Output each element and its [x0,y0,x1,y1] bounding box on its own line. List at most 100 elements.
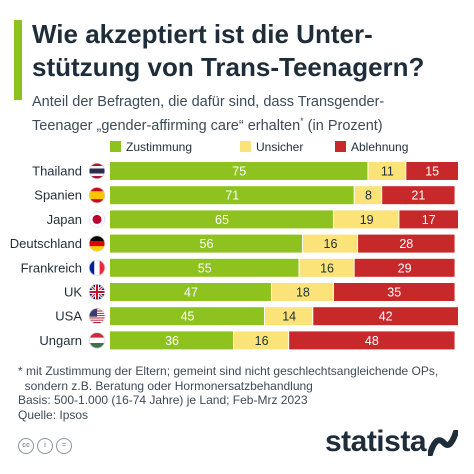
data-label-ablehnung: 28 [399,237,413,251]
data-label-ablehnung: 29 [398,261,412,275]
creative-commons-icon: cc [18,438,34,454]
data-label-zustimmung: 75 [232,165,246,179]
legend-item-ablehnung: Ablehnung [335,140,408,154]
legend-label-ablehnung: Ablehnung [351,140,409,154]
data-label-unsicher: 16 [320,261,334,275]
chart-title: Wie akzeptiert ist die Unter- stützung v… [32,18,462,84]
data-label-unsicher: 14 [282,310,296,324]
france-flag-ring [89,259,105,276]
bar-ablehnung [354,258,455,277]
bar-zustimmung [110,307,265,326]
statista-logo: statista [324,425,427,459]
category-label: Deutschland [10,236,82,251]
germany-flag [89,235,105,252]
legend-item-zustimmung: Zustimmung [110,140,192,154]
usa-flag-ring [89,308,105,325]
footnote-line-3: Basis: 500-1.000 (16-74 Jahre) je Land; … [18,393,308,407]
thailand-flag [89,163,105,179]
bar-zustimmung [110,258,299,277]
bar-ablehnung [399,210,458,229]
data-label-zustimmung: 71 [225,189,239,203]
title-line-1: Wie akzeptiert ist die Unter- [32,19,373,49]
bar-ablehnung [406,162,458,180]
data-label-ablehnung: 17 [422,213,436,227]
footnote-line-1: * mit Zustimmung der Eltern; gemeint sin… [18,364,439,378]
data-label-ablehnung: 48 [365,334,379,348]
category-label: Japan [47,212,82,227]
legend-swatch-ablehnung [335,141,346,152]
subtitle-line-2b: (in Prozent) [303,117,383,134]
bar-zustimmung [110,331,234,350]
bar-zustimmung [110,234,302,253]
bar-ablehnung [333,283,455,301]
data-label-zustimmung: 47 [184,286,198,300]
bar-unsicher [302,234,358,253]
bar-unsicher [271,283,333,301]
data-label-unsicher: 19 [360,213,374,227]
legend-label-zustimmung: Zustimmung [126,140,193,154]
legend-item-unsicher: Unsicher [240,140,303,154]
data-label-zustimmung: 55 [198,261,212,275]
subtitle-footnote-mark: * [300,116,304,126]
data-label-unsicher: 8 [365,189,372,203]
stacked-bar-chart: Thailand 75 11 15 Spanien 71 8 21 Japan 65 19 17 Deu… [10,162,458,350]
data-label-zustimmung: 65 [215,213,229,227]
category-label: USA [55,309,82,324]
spain-flag-ring [89,187,105,204]
bar-zustimmung [110,210,333,229]
bar-ablehnung [358,234,455,253]
attribution-icon: i [37,438,53,454]
bar-unsicher [265,307,313,326]
data-label-ablehnung: 42 [379,310,393,324]
data-label-zustimmung: 45 [181,310,195,324]
legend-label-unsicher: Unsicher [256,140,304,154]
subtitle-line-2a: Teenager „gender-affirming care“ erhalte… [32,117,301,134]
license-icons: cc i = [18,434,75,454]
footnote: * mit Zustimmung der Eltern; gemeint sin… [18,364,463,422]
bar-ablehnung [313,307,458,326]
title-line-2: stützung von Trans-Teenagern? [32,52,425,82]
hungary-flag [89,332,105,349]
category-label: UK [64,285,82,300]
category-label: Ungarn [39,333,82,348]
legend-swatch-zustimmung [110,141,121,152]
data-label-unsicher: 16 [324,237,338,251]
data-label-zustimmung: 36 [165,334,179,348]
bar-unsicher [299,258,354,277]
data-label-unsicher: 16 [255,334,269,348]
chart-subtitle: Anteil der Befragten, die dafür sind, da… [32,93,462,136]
category-label: Frankreich [21,260,82,275]
bar-unsicher [354,186,382,205]
category-label: Thailand [32,164,82,179]
uk-flag-ring [89,284,105,300]
subtitle-line-1: Anteil der Befragten, die dafür sind, da… [32,94,385,110]
germany-flag-ring [89,235,105,252]
bar-zustimmung [110,162,368,180]
usa-flag [89,308,105,325]
no-derivatives-icon: = [56,438,72,454]
bar-unsicher [333,210,399,229]
bar-unsicher [368,162,406,180]
spain-flag [89,187,105,204]
japan-flag-ring [89,211,105,228]
data-label-ablehnung: 35 [387,286,401,300]
japan-flag [89,211,105,228]
statista-logo-icon [428,430,458,456]
data-label-unsicher: 11 [381,165,394,179]
brand-name: statista [324,425,427,458]
bar-zustimmung [110,186,354,205]
data-label-zustimmung: 56 [200,237,214,251]
bar-ablehnung [382,186,455,205]
footnote-line-4: Quelle: Ipsos [18,407,89,422]
legend-swatch-unsicher [240,141,251,152]
data-label-unsicher: 18 [296,286,310,300]
uk-flag [89,284,105,300]
data-label-ablehnung: 21 [411,189,425,203]
hungary-flag-ring [89,332,105,349]
subtitle-line-2: Teenager „gender-affirming care“ erhalte… [32,112,462,136]
thailand-flag-ring [89,163,105,179]
bar-unsicher [234,331,289,350]
bar-ablehnung [289,331,455,350]
footnote-line-2: sondern z.B. Beratung oder Hormonersatzb… [18,378,313,393]
france-flag [89,259,105,276]
